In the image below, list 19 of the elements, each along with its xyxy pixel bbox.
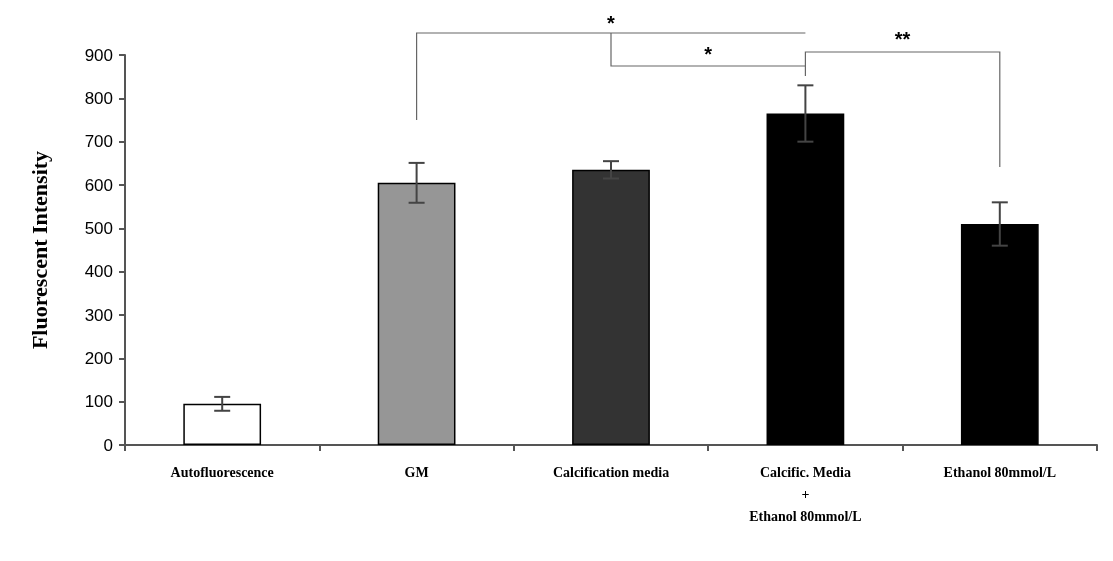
- x-tick-label: Calcification media: [552, 464, 670, 480]
- y-tick-label: 0: [103, 435, 113, 455]
- y-tick-label: 600: [84, 175, 113, 195]
- y-tick-label: 900: [84, 45, 113, 65]
- x-tick-label: GM: [404, 464, 429, 480]
- x-tick-label: Autofluorescence: [170, 464, 274, 480]
- annotation: *: [704, 43, 713, 66]
- y-tick-label: 300: [84, 305, 113, 325]
- x-tick-label: Ethanol 80mmol/L: [943, 464, 1056, 480]
- text: **: [894, 28, 911, 51]
- y-tick-label: 200: [84, 348, 113, 368]
- y-tick-label: 400: [84, 262, 113, 282]
- y-axis-title: Fluorescent Intensity: [26, 150, 52, 350]
- y-tick-label: 700: [84, 132, 113, 152]
- text: *: [607, 12, 616, 35]
- y-tick-label: 500: [84, 218, 113, 238]
- y-tick-label: 100: [84, 392, 113, 412]
- x-tick-label: Calcific. Media + Ethanol 80mmol/L: [749, 464, 862, 524]
- y-tick-label: 800: [84, 88, 113, 108]
